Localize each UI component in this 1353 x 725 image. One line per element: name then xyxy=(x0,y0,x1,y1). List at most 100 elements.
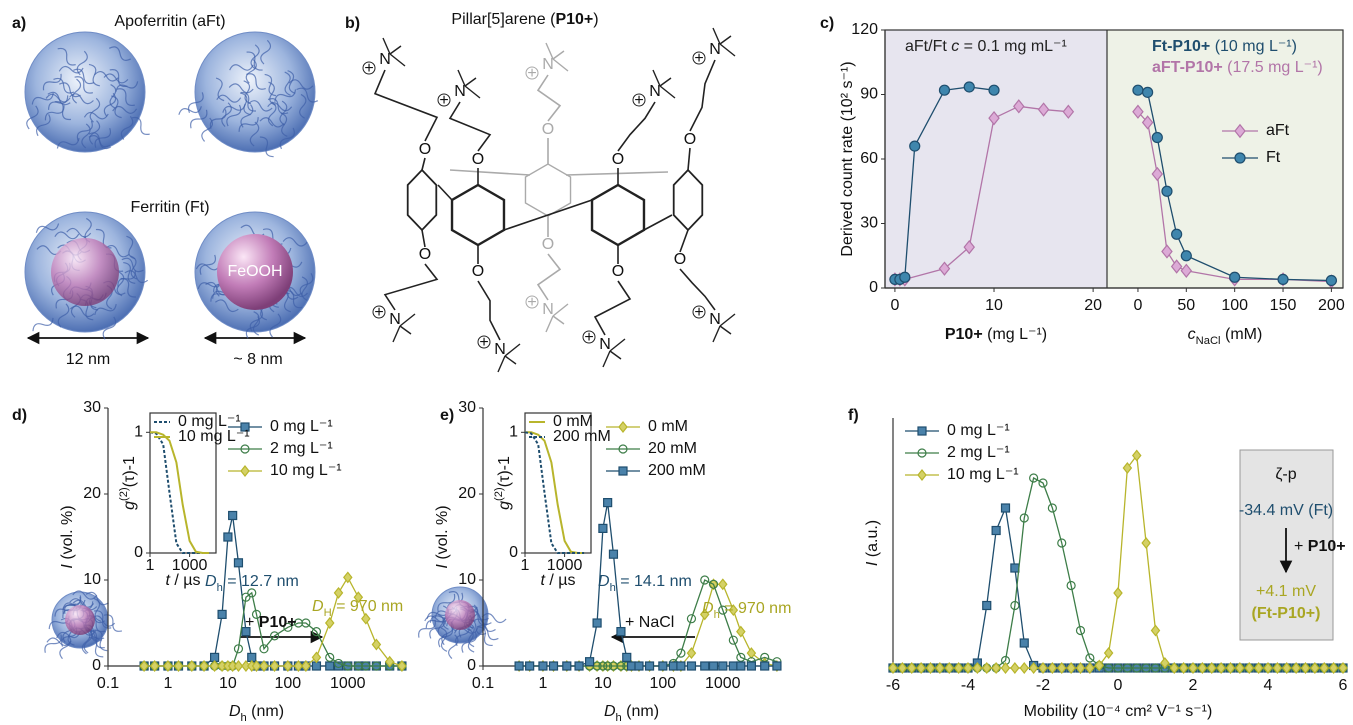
marker xyxy=(938,261,951,276)
x-tick-label: 10 xyxy=(219,675,237,692)
x-tick-label: 6 xyxy=(1339,677,1348,694)
protein-helix xyxy=(279,127,295,150)
ether-bond xyxy=(421,229,426,248)
x-axis-label: Dh (nm) xyxy=(229,703,284,724)
protein-helix xyxy=(105,244,130,258)
annotation-part: = 0.1 mg mL⁻¹ xyxy=(959,38,1067,55)
atom-n: N xyxy=(454,83,466,100)
methyl-bond xyxy=(712,325,721,343)
structure-title-part: P10+ xyxy=(555,11,593,28)
protein-helix xyxy=(260,39,272,65)
marker xyxy=(686,647,697,660)
marker xyxy=(1160,657,1170,669)
atom-n: N xyxy=(379,51,391,68)
panel-label: a) xyxy=(12,15,26,32)
atom-o: O xyxy=(542,236,554,253)
marker xyxy=(1013,99,1025,114)
marker xyxy=(1075,662,1086,674)
marker xyxy=(972,662,983,674)
annotation-part: aFT-P10+ xyxy=(1152,59,1223,76)
protein-helix xyxy=(131,116,150,135)
marker xyxy=(343,661,353,671)
protein-helix xyxy=(56,137,80,149)
x-tick-label: 100 xyxy=(649,675,676,692)
legend-label: 10 mg L⁻¹ xyxy=(270,462,342,479)
alkyl-chain xyxy=(689,59,716,132)
protein-helix xyxy=(94,70,119,82)
charge: + xyxy=(694,304,703,321)
annotation: Ft-P10+ (10 mg L⁻¹) xyxy=(1152,38,1297,55)
legend-label: 0 mg L⁻¹ xyxy=(178,413,241,430)
marker xyxy=(1057,538,1067,548)
panel-label: d) xyxy=(12,407,27,424)
y-tick-label: 1 xyxy=(134,424,143,441)
protein-helix xyxy=(245,316,260,339)
protein-helix xyxy=(229,64,254,71)
annotation: Dh = 12.7 nm xyxy=(205,573,299,594)
marker xyxy=(1113,663,1123,673)
y-axis-label-part: g xyxy=(496,501,513,510)
marker xyxy=(909,140,921,152)
marker xyxy=(301,618,311,628)
marker xyxy=(618,444,628,454)
charge: + xyxy=(439,92,448,109)
zeta-title: ζ-p xyxy=(1275,466,1296,483)
protein-helix xyxy=(70,305,95,318)
marker xyxy=(618,421,628,433)
marker xyxy=(1234,152,1246,164)
bridge-bond xyxy=(565,171,669,176)
annotation-part: = 12.7 nm xyxy=(223,573,299,590)
protein-helix xyxy=(94,303,117,316)
methyl-bond xyxy=(659,85,676,99)
y-tick-label: 20 xyxy=(83,485,101,502)
marker xyxy=(574,661,584,671)
marker xyxy=(1328,662,1339,674)
x-tick-label: 100 xyxy=(274,675,301,692)
marker xyxy=(293,660,304,672)
alkyl-chain xyxy=(536,253,562,301)
marker xyxy=(269,660,280,672)
protein-helix xyxy=(88,637,104,658)
charge-ring xyxy=(632,93,646,107)
marker xyxy=(1253,662,1264,674)
protein-helix xyxy=(54,231,80,240)
plot-background xyxy=(1107,30,1343,288)
marker xyxy=(608,549,619,559)
x-axis-label-part: t xyxy=(540,572,545,589)
methyl-bond xyxy=(552,303,569,317)
protein-helix xyxy=(83,111,109,120)
x-tick-label: 0.1 xyxy=(97,675,119,692)
protein-helix xyxy=(282,237,308,247)
marker xyxy=(1325,274,1337,287)
marker xyxy=(603,498,613,508)
y-axis-label: g(2)(τ)-1 xyxy=(118,456,138,510)
marker xyxy=(1180,263,1193,279)
protein-helix xyxy=(299,93,307,119)
protein-helix xyxy=(269,313,282,338)
marker xyxy=(562,661,572,671)
marker xyxy=(1010,600,1020,611)
protein-helix xyxy=(121,257,144,273)
marker xyxy=(259,660,269,672)
protein-helix xyxy=(54,101,72,121)
protein-helix xyxy=(36,114,51,137)
y-axis-label: I (vol. %) xyxy=(434,505,451,568)
protein-helix xyxy=(53,77,75,94)
protein-helix xyxy=(124,270,149,284)
legend-label: 2 mg L⁻¹ xyxy=(270,440,333,457)
protein-helix xyxy=(42,73,62,91)
x-tick-label: 1 xyxy=(521,557,530,574)
annotation: aFt/Ft c = 0.1 mg mL⁻¹ xyxy=(905,38,1067,55)
marker xyxy=(251,660,262,672)
protein-helix xyxy=(284,71,291,96)
marker xyxy=(728,635,738,645)
marker xyxy=(699,608,710,621)
protein-helix xyxy=(88,63,100,87)
protein-helix xyxy=(240,91,257,112)
protein-helix xyxy=(279,100,288,126)
x-tick-label: 1000 xyxy=(547,557,583,574)
benzene-ring xyxy=(590,183,646,247)
y-axis-label-part: (τ)-1 xyxy=(496,456,513,487)
marker xyxy=(1094,659,1105,672)
marker xyxy=(384,655,395,668)
